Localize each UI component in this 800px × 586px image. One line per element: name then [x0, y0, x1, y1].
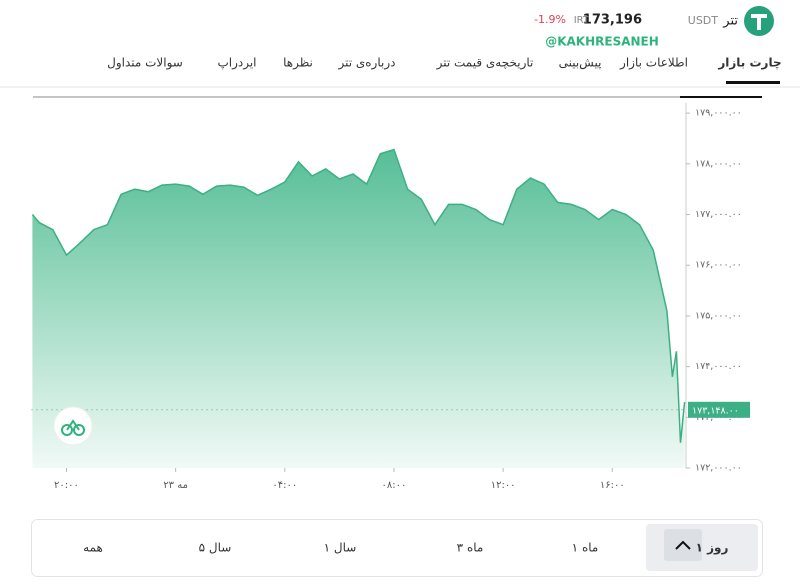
price-change: -1.9% — [534, 13, 566, 26]
coin-logo-glyph — [751, 14, 767, 30]
range-button[interactable]: همه — [83, 541, 103, 555]
x-tick-label: ۰۴:۰۰ — [272, 480, 297, 491]
y-tick-label: ۱۷۲,۰۰۰.۰۰ — [695, 463, 742, 474]
x-tick-label: ۱۲:۰۰ — [491, 480, 516, 491]
tab-bar: چارت بازار اطلاعات بازار پیش‌بینی تاریخچه‌ی… — [107, 56, 782, 71]
range-button[interactable]: ۱ روز — [696, 541, 729, 556]
area-fill — [32, 149, 685, 468]
range-button[interactable]: ۱ سال — [324, 541, 357, 555]
watermark: @KAKHRESANEH — [545, 35, 659, 49]
y-tick-label: ۱۷۹,۰۰۰.۰۰ — [695, 108, 742, 119]
tab[interactable]: تاریخچه‌ی قیمت تتر — [436, 56, 534, 71]
x-tick-label: ۱۶:۰۰ — [600, 480, 625, 491]
coin-symbol: USDT — [688, 14, 719, 27]
x-tick-label: ۲۳ مه — [163, 480, 188, 491]
range-buttons: ۱ روز ۱ ماه ۳ ماه ۱ سال ۵ سال همه — [83, 541, 728, 556]
x-tick-label: ۰۸:۰۰ — [382, 480, 407, 491]
chevron-up-icon — [675, 540, 691, 550]
last-price-badge — [688, 401, 750, 418]
price-chart: ۱۷۲,۰۰۰.۰۰۱۷۳,۰۰۰.۰۰۱۷۴,۰۰۰.۰۰۱۷۵,۰۰۰.۰۰… — [31, 103, 750, 491]
range-button[interactable]: ۱ ماه — [572, 541, 599, 555]
tab[interactable]: سوالات متداول — [107, 56, 183, 71]
tab[interactable]: درباره‌ی تتر — [337, 56, 395, 71]
y-tick-label: ۱۷۷,۰۰۰.۰۰ — [695, 209, 742, 220]
range-bar — [31, 519, 763, 577]
price-unit: IRT — [574, 15, 590, 26]
tab[interactable]: چارت بازار — [717, 56, 781, 70]
y-tick-label: ۱۷۶,۰۰۰.۰۰ — [695, 260, 742, 271]
last-price-label: ۱۷۳,۱۴۸.۰۰ — [692, 405, 739, 416]
scroll-top-button[interactable] — [664, 529, 702, 561]
tab[interactable]: پیش‌بینی — [559, 56, 602, 71]
range-button[interactable]: ۵ سال — [199, 541, 232, 555]
tab[interactable]: ایردراپ — [217, 56, 256, 71]
active-tab-indicator — [726, 81, 780, 84]
y-tick-label: ۱۷۵,۰۰۰.۰۰ — [695, 310, 742, 321]
y-tick-label: ۱۷۴,۰۰۰.۰۰ — [695, 361, 742, 372]
tab[interactable]: نظرها — [283, 56, 313, 71]
price-line — [31, 148, 686, 443]
tab[interactable]: اطلاعات بازار — [619, 56, 688, 71]
x-tick-label: ۲۰:۰۰ — [54, 480, 79, 491]
y-tick-label: ۱۷۸,۰۰۰.۰۰ — [695, 158, 742, 169]
range-button[interactable]: ۳ ماه — [457, 541, 484, 555]
chart-logo — [53, 406, 93, 446]
price: 173,196 — [583, 13, 642, 28]
chart-logo-glyph — [61, 419, 86, 436]
coin-name: تتر — [722, 14, 738, 29]
